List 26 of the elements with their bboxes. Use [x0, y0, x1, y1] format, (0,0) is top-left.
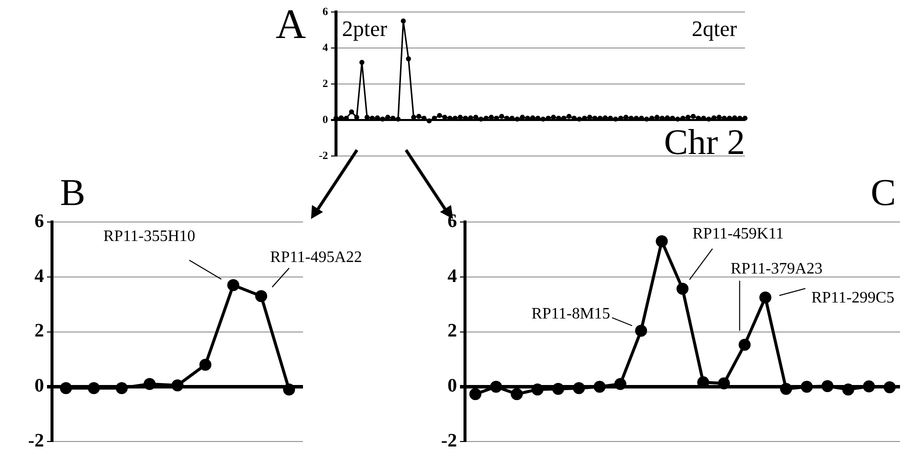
- y-tick-label: -2: [441, 430, 457, 452]
- y-tick-label: 2: [34, 320, 44, 342]
- data-label: RP11-495A22: [270, 249, 362, 266]
- data-label: RP11-8M15: [532, 306, 610, 323]
- y-tick-label: 4: [448, 266, 458, 287]
- y-tick-label: 4: [322, 42, 328, 54]
- y-tick-label: 6: [322, 6, 328, 18]
- data-label: RP11-355H10: [103, 228, 196, 246]
- data-label: RP11-299C5: [811, 289, 894, 306]
- data-label: RP11-379A23: [730, 260, 822, 278]
- y-tick-label: 0: [34, 376, 44, 397]
- y-tick-label: 6: [34, 210, 44, 232]
- annotation: Chr 2: [664, 122, 745, 162]
- y-tick-label: 2: [448, 320, 457, 342]
- annotation: 2qter: [692, 16, 738, 41]
- y-tick-label: 0: [448, 376, 457, 397]
- chart-title: C: [870, 172, 896, 214]
- y-tick-label: 4: [34, 266, 44, 287]
- chart-title: A: [276, 2, 307, 48]
- y-tick-label: -2: [318, 150, 328, 162]
- data-label: RP11-459K11: [692, 226, 784, 243]
- y-tick-label: 0: [322, 114, 328, 126]
- chart-title: B: [60, 172, 86, 214]
- y-tick-label: 2: [322, 78, 328, 90]
- y-tick-label: -2: [28, 430, 44, 452]
- annotation: 2pter: [342, 16, 388, 41]
